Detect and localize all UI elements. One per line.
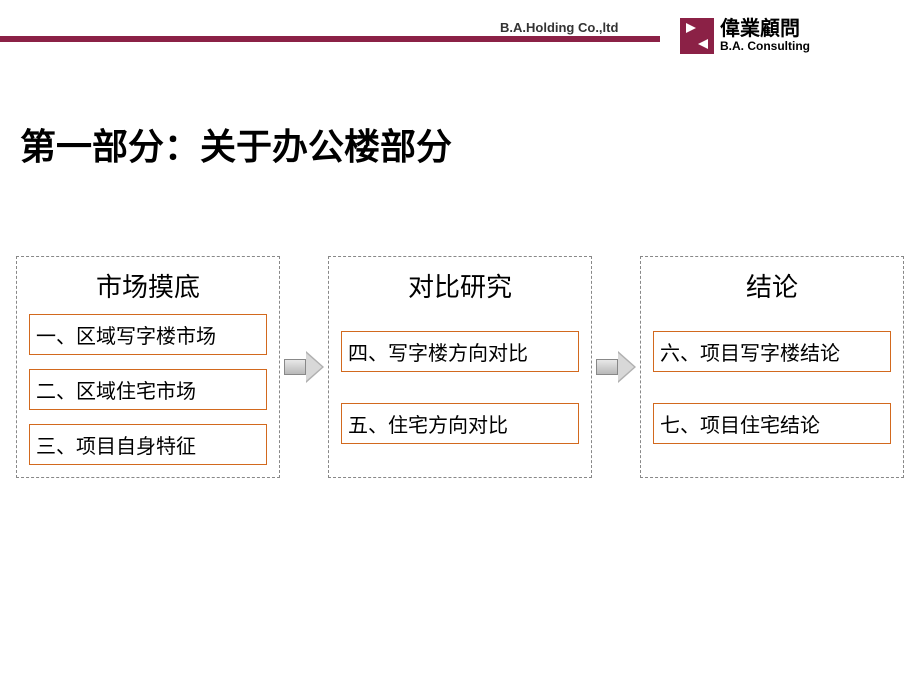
column-1: 市场摸底 一、区域写字楼市场 二、区域住宅市场 三、项目自身特征 (16, 256, 280, 478)
column-2: 对比研究 四、写字楼方向对比 五、住宅方向对比 (328, 256, 592, 478)
arrow-1 (280, 351, 328, 383)
column-2-title: 对比研究 (341, 267, 579, 304)
logo-en-text: B.A. Consulting (720, 39, 810, 53)
column-3-title: 结论 (653, 267, 891, 304)
logo-cn-text: 偉業顧問 (720, 19, 810, 39)
page-title: 第一部分：关于办公楼部分 (20, 118, 452, 170)
column-2-item-2: 五、住宅方向对比 (341, 403, 579, 444)
logo: 偉業顧問 B.A. Consulting (680, 18, 810, 54)
column-2-item-1: 四、写字楼方向对比 (341, 331, 579, 372)
column-1-item-3: 三、项目自身特征 (29, 424, 267, 465)
column-1-item-2: 二、区域住宅市场 (29, 369, 267, 410)
company-name: B.A.Holding Co.,ltd (500, 20, 618, 35)
logo-icon (680, 18, 714, 54)
arrow-right-icon (284, 351, 324, 383)
logo-text: 偉業顧問 B.A. Consulting (720, 19, 810, 53)
column-3-item-1: 六、项目写字楼结论 (653, 331, 891, 372)
column-1-title: 市场摸底 (29, 267, 267, 304)
flow-diagram: 市场摸底 一、区域写字楼市场 二、区域住宅市场 三、项目自身特征 对比研究 四、… (16, 256, 904, 478)
column-3-item-2: 七、项目住宅结论 (653, 403, 891, 444)
arrow-right-icon (596, 351, 636, 383)
column-1-item-1: 一、区域写字楼市场 (29, 314, 267, 355)
column-3: 结论 六、项目写字楼结论 七、项目住宅结论 (640, 256, 904, 478)
arrow-2 (592, 351, 640, 383)
header-bar (0, 36, 660, 42)
